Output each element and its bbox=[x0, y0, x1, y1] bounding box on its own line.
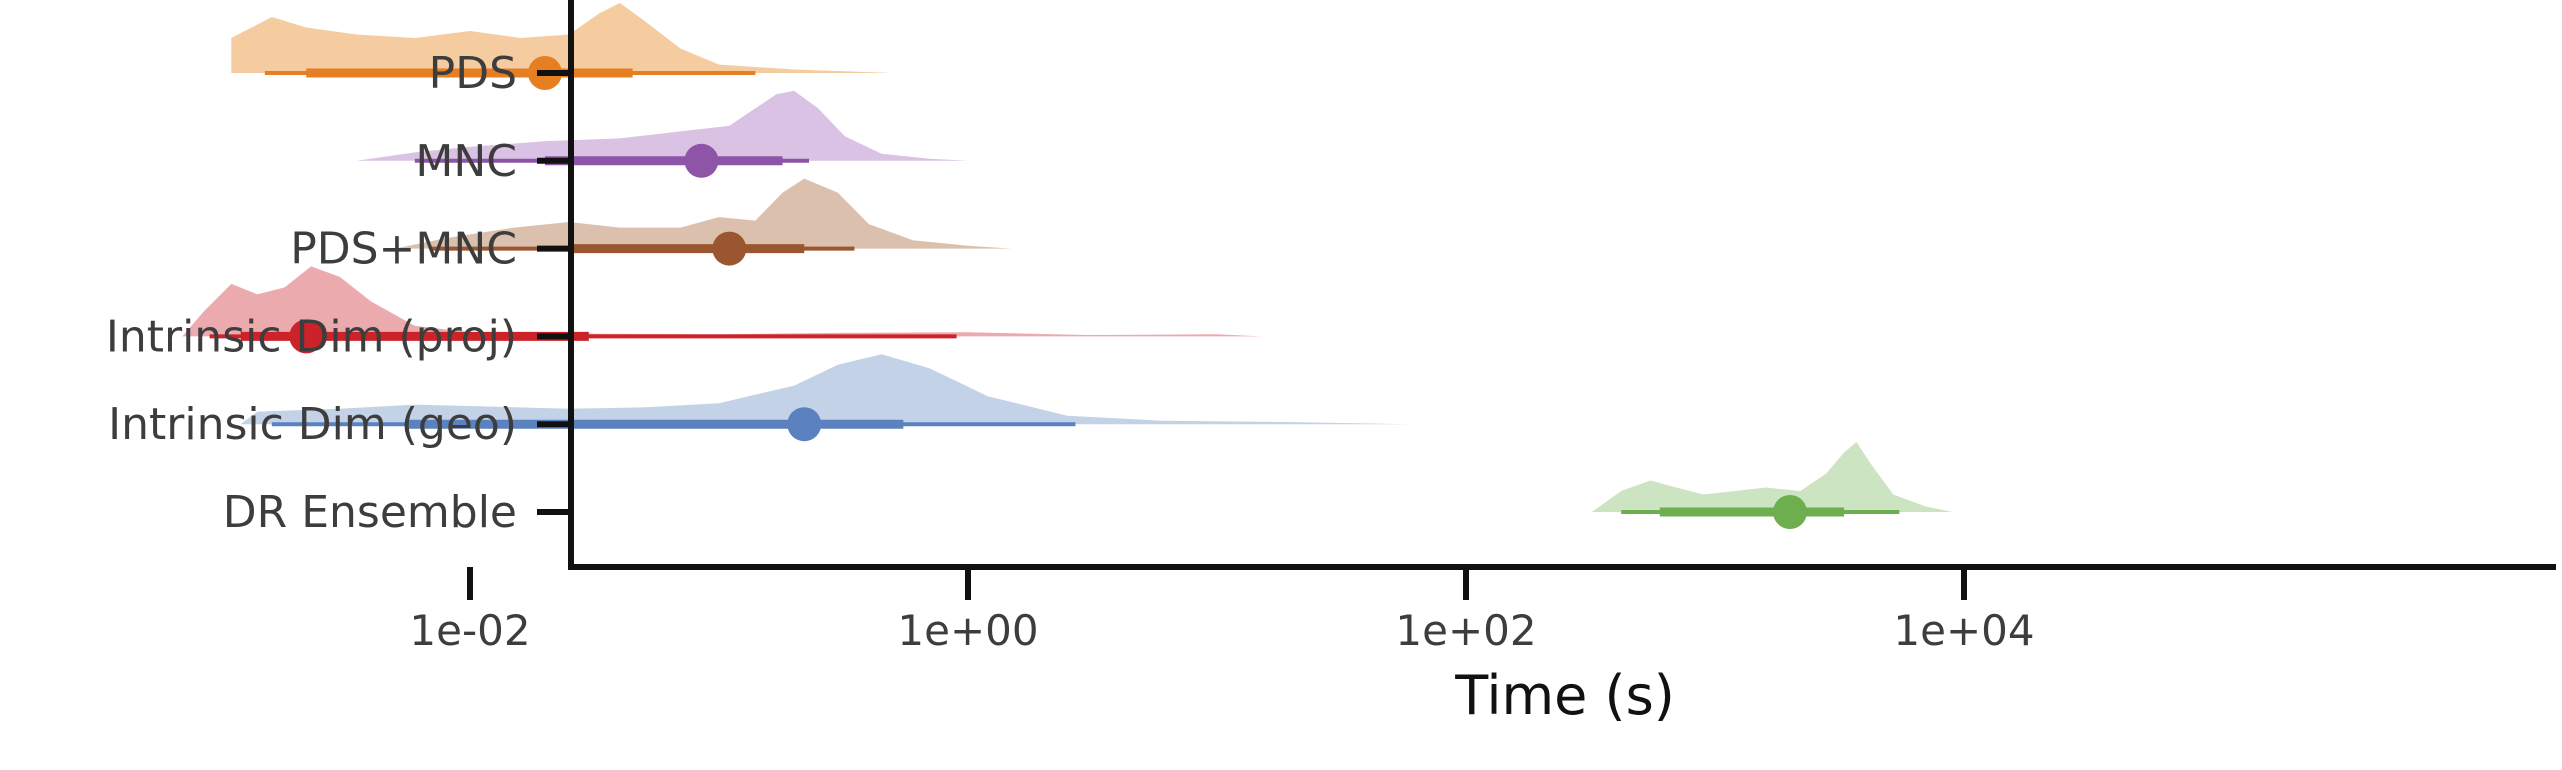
category-label-mnc: MNC bbox=[415, 136, 517, 187]
density-mnc bbox=[356, 90, 968, 161]
category-labels: PDS MNC PDS+MNC Intrinsic Dim (proj) Intrins… bbox=[106, 48, 571, 538]
interval-layer bbox=[209, 56, 1900, 529]
density-intrinsic-dim-proj bbox=[182, 266, 1261, 337]
median-point-mnc bbox=[684, 143, 719, 178]
median-point-dr-ensemble bbox=[1772, 495, 1807, 529]
category-label-intrinsic-dim-proj: Intrinsic Dim (proj) bbox=[106, 311, 517, 362]
x-tick-label-1e-02: 1e-02 bbox=[409, 606, 530, 655]
density-intrinsic-dim-geo bbox=[240, 354, 1411, 425]
density-layer bbox=[182, 3, 1953, 512]
density-pds bbox=[231, 3, 894, 73]
median-point-intrinsic-dim-proj bbox=[289, 319, 324, 354]
category-label-pds: PDS bbox=[429, 48, 517, 99]
x-tick-label-1e+00: 1e+00 bbox=[897, 606, 1038, 655]
x-tick-label-1e+04: 1e+04 bbox=[1893, 606, 2034, 655]
x-ticks: 1e-02 1e+00 1e+02 1e+04 bbox=[409, 567, 2035, 655]
category-label-dr-ensemble: DR Ensemble bbox=[223, 487, 517, 538]
x-axis-title: Time (s) bbox=[1454, 664, 1675, 727]
median-point-intrinsic-dim-geo bbox=[787, 407, 822, 442]
category-label-pds-mnc: PDS+MNC bbox=[290, 224, 517, 275]
density-dr-ensemble bbox=[1591, 442, 1953, 512]
axes bbox=[568, 0, 2556, 570]
density-pds-mnc bbox=[395, 178, 1012, 249]
category-label-intrinsic-dim-geo: Intrinsic Dim (geo) bbox=[108, 399, 517, 450]
x-tick-label-1e+02: 1e+02 bbox=[1395, 606, 1536, 655]
median-point-pds-mnc bbox=[712, 231, 747, 266]
